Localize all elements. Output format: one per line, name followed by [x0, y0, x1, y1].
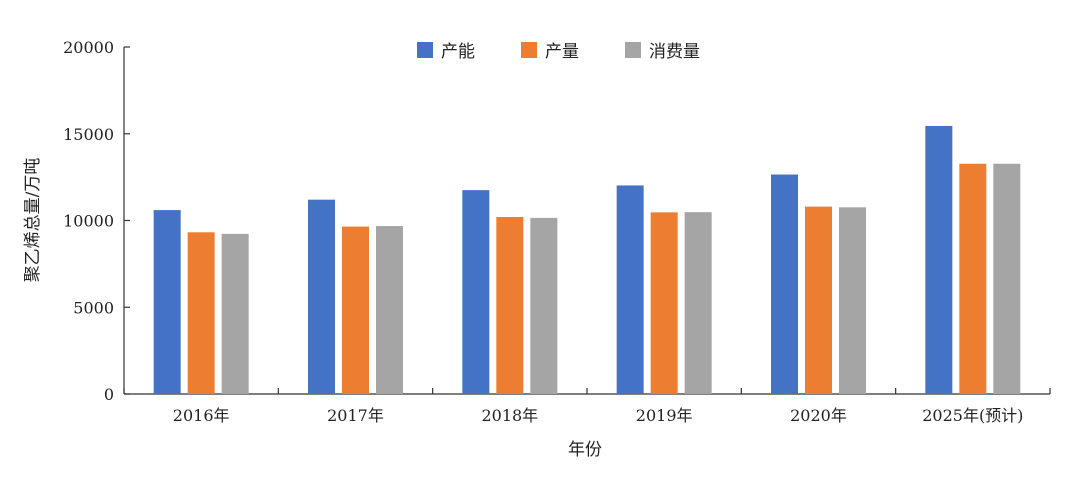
bar-3-1: [221, 233, 249, 394]
y-tick-label: 10000: [63, 212, 114, 231]
bar-2-4: [650, 212, 678, 394]
y-tick-label: 5000: [73, 298, 114, 317]
x-tick-label: 2019年: [636, 406, 693, 425]
legend-label-3: 消费量: [649, 42, 700, 62]
legend-swatch-3: [625, 42, 641, 58]
bar-2-5: [805, 206, 832, 394]
bar-1-2: [308, 199, 335, 394]
legend-label-2: 产量: [545, 42, 579, 62]
axes: 0 5000 10000 15000 20000 2016年 2017年 2018年 2019年…: [63, 38, 1051, 425]
x-tick-label: 2018年: [481, 406, 538, 425]
x-axis-title: 年份: [568, 440, 602, 460]
legend-swatch-1: [417, 42, 433, 58]
x-tick-label: 2017年: [327, 406, 384, 425]
bar-1-5: [771, 174, 798, 394]
legend-swatch-2: [521, 42, 537, 58]
y-axis-title: 聚乙烯总量/万吨: [23, 158, 43, 283]
bar-3-6: [993, 163, 1021, 394]
y-tick-label: 20000: [63, 38, 114, 57]
x-tick-label: 2016年: [173, 406, 230, 425]
bar-3-3: [530, 217, 558, 394]
bar-3-5: [839, 207, 866, 394]
x-tick-label: 2020年: [790, 406, 847, 425]
y-tick-label: 15000: [63, 125, 114, 144]
bar-2-3: [496, 217, 524, 394]
bar-1-4: [616, 185, 644, 394]
bar-1-3: [462, 190, 490, 394]
bar-2-6: [959, 163, 987, 394]
legend: 产能 产量 消费量: [417, 42, 700, 62]
bar-3-4: [684, 212, 712, 394]
bar-3-2: [376, 226, 403, 394]
bar-1-1: [153, 210, 181, 394]
legend-label-1: 产能: [441, 42, 475, 62]
bar-2-2: [342, 226, 369, 394]
bars: [153, 125, 1021, 394]
x-tick-label: 2025年(预计): [922, 406, 1023, 425]
bar-2-1: [187, 232, 215, 394]
y-tick-label: 0: [104, 385, 114, 404]
bar-1-6: [925, 125, 953, 394]
